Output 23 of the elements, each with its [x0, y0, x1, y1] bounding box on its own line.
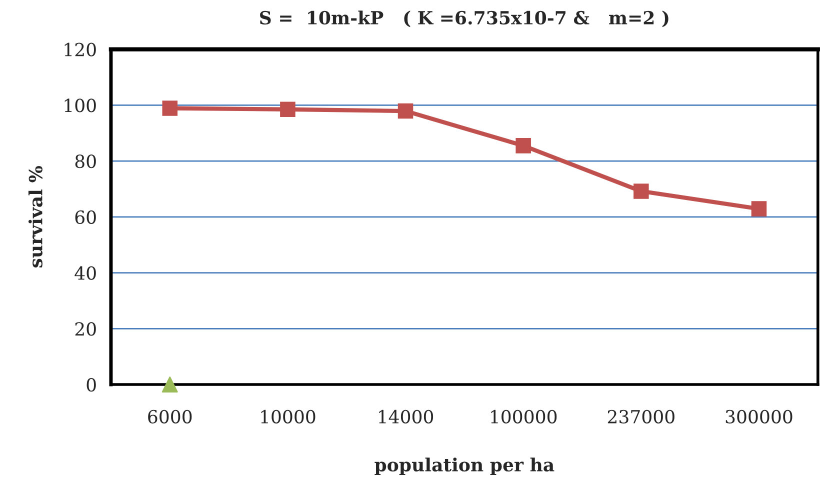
- point: [751, 201, 767, 216]
- y-tick-label: 0: [86, 378, 96, 392]
- x-tick-label: 100000: [491, 410, 557, 424]
- point: [398, 103, 414, 119]
- y-tick-label: 100: [64, 98, 96, 112]
- x-tick-label: 237000: [608, 410, 674, 424]
- point: [280, 102, 296, 118]
- y-tick-label: 60: [75, 210, 96, 224]
- y-tick-label: 40: [74, 266, 96, 280]
- x-tick-label: 10000: [261, 410, 316, 424]
- point: [516, 138, 531, 154]
- chart-title: S = 10m-kP ( K =6.735x10-7 & m=2 ): [260, 10, 668, 28]
- x-tick-label: 14000: [379, 410, 434, 424]
- point: [162, 100, 178, 116]
- point: [162, 376, 178, 393]
- x-tick-label: 300000: [726, 410, 792, 424]
- y-tick-label: 80: [75, 154, 96, 168]
- point: [634, 184, 649, 199]
- y-tick-label: 20: [75, 322, 96, 336]
- y-tick-label: 120: [64, 42, 96, 56]
- x-axis-title: population per ha: [374, 458, 554, 476]
- y-axis-title: survival %: [28, 166, 42, 268]
- x-tick-label: 6000: [148, 410, 192, 424]
